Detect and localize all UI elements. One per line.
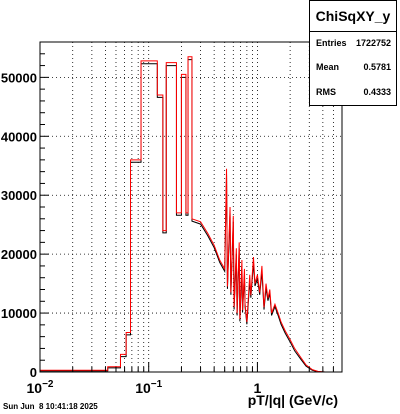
timestamp: Sun Jun 8 10:41:18 2025 — [3, 402, 98, 411]
x-tick-label: 1 — [254, 380, 262, 396]
histogram-line — [40, 56, 342, 373]
stats-title: ChiSqXY_y — [310, 1, 396, 32]
grid-lines — [40, 42, 342, 372]
y-tick-label: 30000 — [1, 188, 37, 203]
stats-box: ChiSqXY_y Entries 1722752 Mean 0.5781 RM… — [309, 0, 397, 106]
stats-key: Mean — [316, 62, 340, 72]
y-tick-label: 40000 — [1, 129, 37, 144]
y-tick-label: 10000 — [1, 306, 37, 321]
x-axis-label: pT/|q| (GeV/c) — [248, 392, 338, 408]
stats-key: RMS — [316, 87, 336, 97]
stats-key: Entries — [316, 38, 347, 48]
y-tick-label: 20000 — [1, 247, 37, 262]
stats-value: 0.5781 — [363, 62, 391, 72]
axes: 0 10000 20000 30000 40000 50000 10−2 10−1 1 — [1, 41, 343, 396]
y-tick-label: 50000 — [1, 70, 37, 85]
x-tick-label: 10−2 — [27, 379, 54, 396]
y-tick-label: 0 — [30, 365, 37, 380]
histogram-series — [40, 56, 342, 373]
x-tick-label: 10−1 — [135, 379, 162, 396]
stats-value: 0.4333 — [363, 87, 391, 97]
histogram-line — [40, 59, 342, 373]
stats-value: 1722752 — [355, 38, 391, 48]
plot-frame — [39, 41, 343, 373]
